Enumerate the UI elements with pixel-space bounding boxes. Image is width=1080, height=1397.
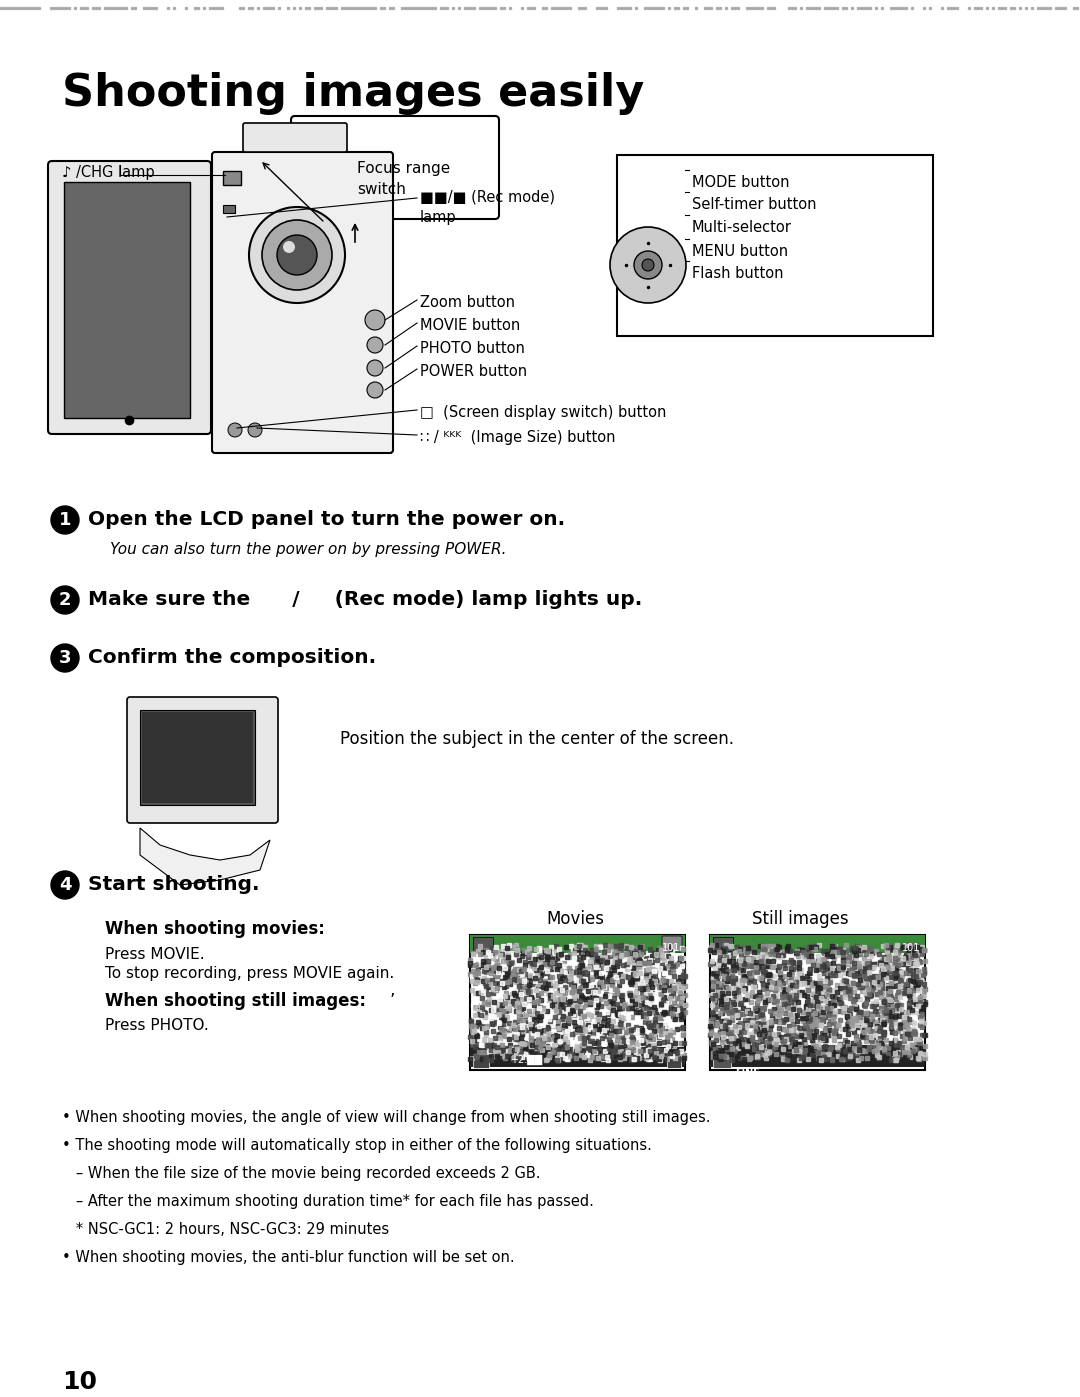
FancyBboxPatch shape [212,152,393,453]
Text: Still images: Still images [752,909,848,928]
Text: Focus range: Focus range [357,161,450,176]
Text: Press PHOTO.: Press PHOTO. [105,1018,208,1032]
Bar [470,935,685,1070]
Polygon shape [140,828,270,886]
Text: – When the file size of the movie being recorded exceeds 2 GB.: – When the file size of the movie being … [62,1166,540,1180]
Text: Shooting images easily: Shooting images easily [62,73,645,115]
Bar [473,1053,489,1067]
Text: You can also turn the power on by pressing POWER.: You can also turn the power on by pressi… [110,542,507,557]
Bar [470,935,685,953]
Bar [667,1053,681,1067]
Text: • The shooting mode will automatically stop in either of the following situation: • The shooting mode will automatically s… [62,1139,652,1153]
Text: Movies: Movies [546,909,604,928]
Text: When shooting movies:: When shooting movies: [105,921,325,937]
Text: Start shooting.: Start shooting. [87,875,259,894]
Circle shape [642,258,654,271]
Bar [140,710,255,805]
Text: • When shooting movies, the anti-blur function will be set on.: • When shooting movies, the anti-blur fu… [62,1250,515,1266]
FancyBboxPatch shape [48,161,211,434]
Bar [222,205,235,212]
Text: Open the LCD panel to turn the power on.: Open the LCD panel to turn the power on. [87,510,565,529]
Circle shape [634,251,662,279]
Bar [222,170,241,184]
Bar [473,937,492,951]
FancyBboxPatch shape [127,697,278,823]
Bar [319,149,339,161]
Text: 2: 2 [58,591,71,609]
FancyBboxPatch shape [313,136,345,175]
Text: Confirm the composition.: Confirm the composition. [87,648,376,666]
Circle shape [367,360,383,376]
Circle shape [367,337,383,353]
FancyBboxPatch shape [617,155,933,337]
Text: 3: 3 [58,650,71,666]
Circle shape [365,310,384,330]
FancyBboxPatch shape [291,116,499,219]
Bar [710,935,924,1070]
Text: 101: 101 [662,943,680,953]
Text: □  (Screen display switch) button: □ (Screen display switch) button [420,405,666,420]
Bar [64,182,190,418]
Text: When shooting still images:: When shooting still images: [105,992,366,1010]
Text: MODE button: MODE button [692,175,789,190]
Circle shape [248,423,262,437]
Bar [710,1045,924,1067]
Bar [141,712,253,803]
Text: lamp: lamp [420,210,457,225]
Circle shape [276,235,318,275]
Text: ■■/■ (Rec mode): ■■/■ (Rec mode) [420,190,555,205]
Text: To stop recording, press MOVIE again.: To stop recording, press MOVIE again. [105,965,394,981]
Text: Press MOVIE.: Press MOVIE. [105,947,204,963]
Text: switch: switch [357,183,406,197]
Text: ’: ’ [390,992,395,1010]
Circle shape [228,423,242,437]
Text: 10: 10 [62,1370,97,1394]
Text: ∷ / ᴷᴷᴷ  (Image Size) button: ∷ / ᴷᴷᴷ (Image Size) button [420,430,616,446]
Text: 4: 4 [58,876,71,894]
Circle shape [262,219,332,291]
Text: MOVIE button: MOVIE button [420,319,521,332]
Circle shape [249,207,345,303]
Circle shape [610,226,686,303]
Text: +2.██: +2.██ [510,1055,542,1065]
Text: – After the maximum shooting duration time* for each file has passed.: – After the maximum shooting duration ti… [62,1194,594,1208]
Text: 400|+2.0EV: 400|+2.0EV [735,1083,793,1094]
Circle shape [283,242,295,253]
Text: FINE: FINE [735,1067,760,1078]
Text: MENU button: MENU button [692,244,788,258]
Text: 101: 101 [902,943,920,953]
Text: ♪ /CHG lamp: ♪ /CHG lamp [62,165,154,180]
Text: POWER button: POWER button [420,365,527,379]
FancyBboxPatch shape [662,936,681,951]
Circle shape [51,644,79,672]
Text: Zoom button: Zoom button [420,295,515,310]
Circle shape [51,870,79,900]
Text: Flash button: Flash button [692,265,783,281]
Text: Position the subject in the center of the screen.: Position the subject in the center of th… [340,731,734,747]
Bar [470,1046,685,1067]
Text: 1: 1 [58,511,71,529]
FancyBboxPatch shape [243,123,347,152]
Text: PHOTO button: PHOTO button [420,341,525,356]
Text: Multi-selector: Multi-selector [692,219,792,235]
Circle shape [367,381,383,398]
Bar [713,1053,731,1067]
Bar [710,935,924,953]
Text: Make sure the      /     (Rec mode) lamp lights up.: Make sure the / (Rec mode) lamp lights u… [87,590,643,609]
Text: * NSC-GC1: 2 hours, NSC-GC3: 29 minutes: * NSC-GC1: 2 hours, NSC-GC3: 29 minutes [62,1222,389,1236]
Circle shape [51,506,79,534]
Bar [713,937,733,951]
Text: • When shooting movies, the angle of view will change from when shooting still i: • When shooting movies, the angle of vie… [62,1111,711,1125]
Circle shape [51,585,79,615]
Text: Self-timer button: Self-timer button [692,197,816,212]
